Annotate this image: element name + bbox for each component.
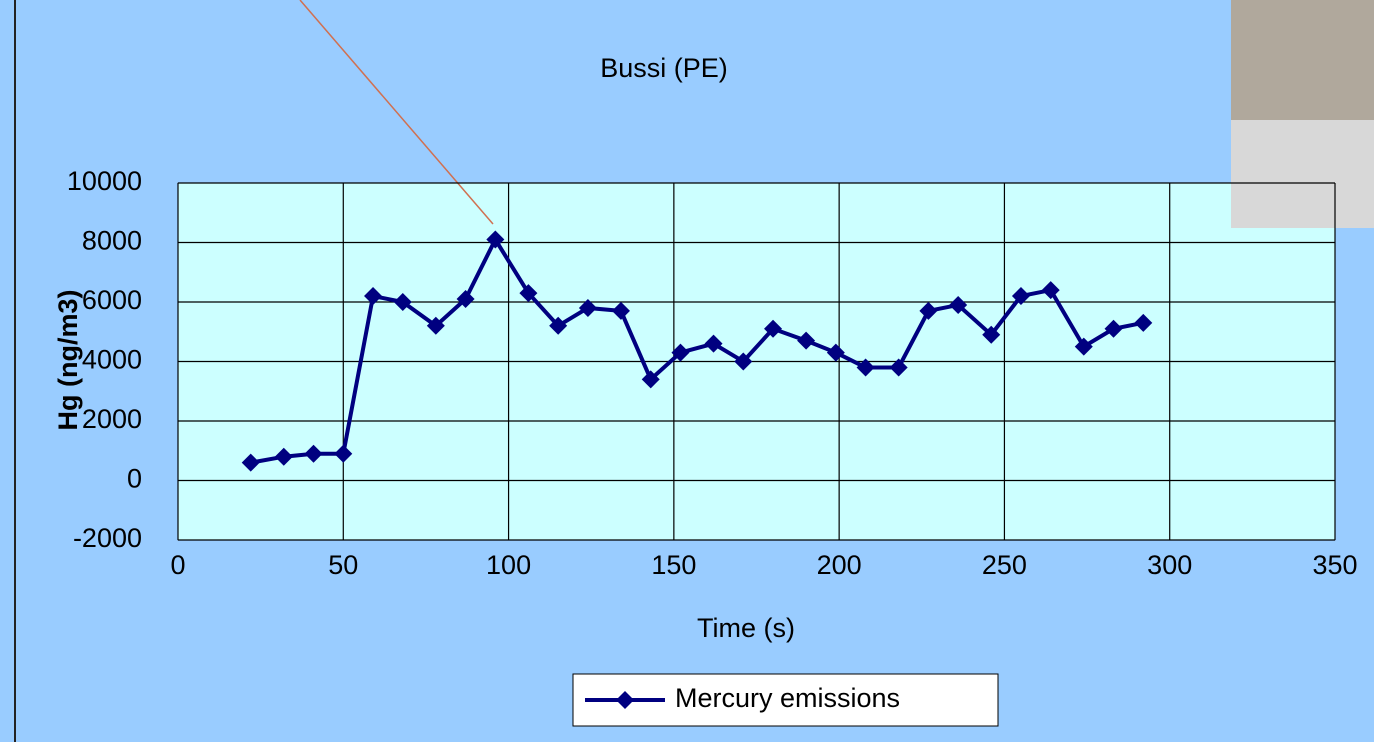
x-tick-label: 300 <box>1147 550 1192 580</box>
y-tick-label: 8000 <box>82 226 142 256</box>
y-tick-label: -2000 <box>73 523 142 553</box>
y-tick-label: 6000 <box>82 285 142 315</box>
x-axis-title: Time (s) <box>697 613 795 643</box>
legend-label: Mercury emissions <box>675 683 900 713</box>
x-tick-label: 50 <box>328 550 358 580</box>
y-tick-label: 4000 <box>82 345 142 375</box>
x-tick-label: 150 <box>651 550 696 580</box>
x-tick-label: 350 <box>1312 550 1357 580</box>
page: Bussi (PE) Time (s) Hg (ng/m3) -2000 0 200… <box>0 0 1374 742</box>
x-tick-label: 200 <box>817 550 862 580</box>
y-tick-label: 10000 <box>67 166 142 196</box>
x-tick-label: 100 <box>486 550 531 580</box>
chart: Bussi (PE) Time (s) Hg (ng/m3) -2000 0 200… <box>0 0 1374 742</box>
y-axis-title: Hg (ng/m3) <box>53 290 83 431</box>
chart-title: Bussi (PE) <box>600 53 728 83</box>
y-tick-label: 0 <box>127 464 142 494</box>
y-tick-label: 2000 <box>82 404 142 434</box>
x-tick-label: 0 <box>170 550 185 580</box>
photo-road <box>1231 120 1374 228</box>
x-tick-label: 250 <box>982 550 1027 580</box>
